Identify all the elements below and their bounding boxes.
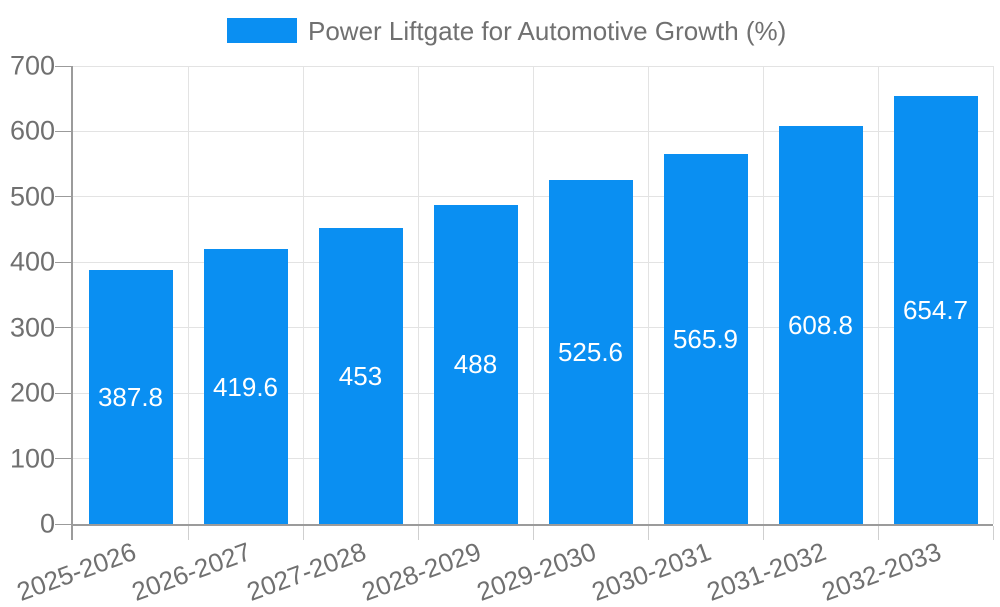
y-tick — [55, 327, 71, 329]
y-tick — [55, 130, 71, 132]
legend-swatch-icon — [227, 18, 297, 43]
bar[interactable]: 387.8 — [88, 270, 173, 524]
x-tick-label: 2028-2029 — [357, 536, 486, 607]
y-tick-label: 700 — [9, 50, 55, 81]
x-grid-line — [877, 66, 879, 524]
x-tick-label: 2032-2033 — [817, 536, 946, 607]
y-tick-label: 600 — [9, 115, 55, 146]
x-grid-line — [992, 66, 994, 524]
x-tick-label: 2030-2031 — [587, 536, 716, 607]
x-tick-label: 2029-2030 — [472, 536, 601, 607]
y-tick — [55, 261, 71, 263]
bar[interactable]: 654.7 — [893, 95, 978, 524]
x-grid-line — [532, 66, 534, 524]
x-tick-label: 2026-2027 — [127, 536, 256, 607]
y-tick-label: 100 — [9, 443, 55, 474]
y-tick-label: 400 — [9, 246, 55, 277]
x-tick — [762, 526, 764, 540]
y-tick — [55, 392, 71, 394]
y-tick-label: 200 — [9, 377, 55, 408]
y-axis-line — [71, 66, 73, 540]
x-grid-line — [302, 66, 304, 524]
bar-value-label: 419.6 — [212, 371, 279, 402]
x-axis-line — [71, 524, 993, 526]
y-tick — [55, 65, 71, 67]
x-tick-label: 2025-2026 — [12, 536, 141, 607]
bar-value-label: 608.8 — [787, 309, 854, 340]
bar[interactable]: 453 — [318, 227, 403, 524]
bar[interactable]: 608.8 — [778, 125, 863, 524]
y-tick — [55, 458, 71, 460]
x-grid-line — [417, 66, 419, 524]
legend-label: Power Liftgate for Automotive Growth (%) — [308, 15, 787, 46]
x-tick — [302, 526, 304, 540]
x-grid-line — [647, 66, 649, 524]
x-tick — [532, 526, 534, 540]
plot-area: 0 100 200 300 400 500 600 700 2025-2026 2026-2027… — [10, 52, 994, 607]
y-tick-label: 300 — [9, 312, 55, 343]
x-tick — [417, 526, 419, 540]
bar[interactable]: 525.6 — [548, 180, 633, 524]
bar-value-label: 453 — [338, 360, 383, 391]
x-tick — [877, 526, 879, 540]
legend-item[interactable]: Power Liftgate for Automotive Growth (%) — [227, 15, 787, 46]
bar[interactable]: 565.9 — [663, 153, 748, 524]
x-grid-line — [762, 66, 764, 524]
x-tick — [187, 526, 189, 540]
bar-value-label: 565.9 — [672, 323, 739, 354]
y-tick — [55, 523, 71, 525]
bar[interactable]: 419.6 — [203, 249, 288, 524]
y-tick — [55, 196, 71, 198]
bar-value-label: 488 — [453, 349, 498, 380]
bar[interactable]: 488 — [433, 204, 518, 524]
bar-value-label: 525.6 — [557, 337, 624, 368]
x-tick — [992, 526, 994, 540]
x-grid-line — [187, 66, 189, 524]
y-tick-label: 500 — [9, 181, 55, 212]
bar-value-label: 654.7 — [902, 294, 969, 325]
y-tick-label: 0 — [39, 508, 55, 539]
x-tick-label: 2027-2028 — [242, 536, 371, 607]
x-tick — [647, 526, 649, 540]
bar-value-label: 387.8 — [97, 382, 164, 413]
x-tick-label: 2031-2032 — [702, 536, 831, 607]
